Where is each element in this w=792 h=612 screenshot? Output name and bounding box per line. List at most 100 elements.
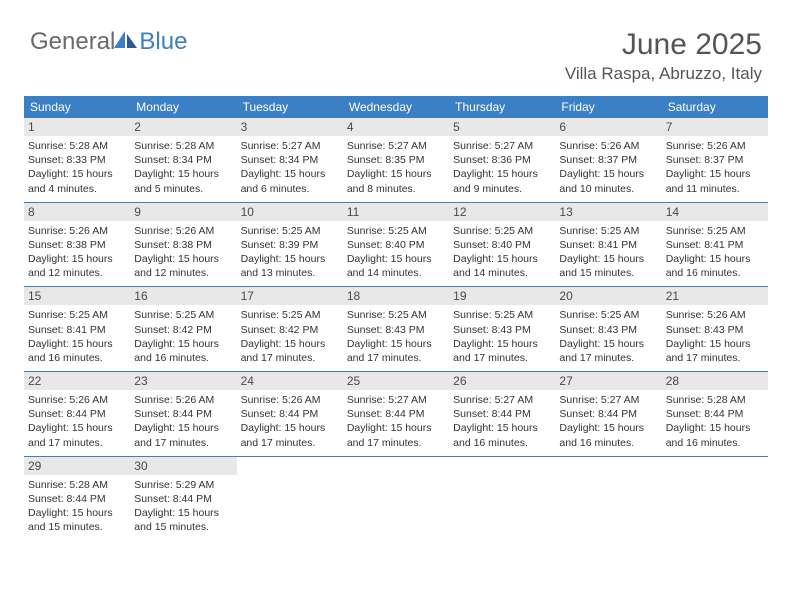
day-number: 25 — [343, 372, 449, 390]
day-detail-text: Sunrise: 5:26 AMSunset: 8:38 PMDaylight:… — [28, 224, 126, 281]
day-number: 15 — [24, 287, 130, 305]
day-number: 16 — [130, 287, 236, 305]
day-detail-text: Sunrise: 5:27 AMSunset: 8:34 PMDaylight:… — [241, 139, 339, 196]
day-cell: 11 Sunrise: 5:25 AMSunset: 8:40 PMDayligh… — [343, 203, 449, 287]
day-number: 19 — [449, 287, 555, 305]
logo: General Blue — [30, 28, 187, 56]
day-cell: 12 Sunrise: 5:25 AMSunset: 8:40 PMDayligh… — [449, 203, 555, 287]
day-detail-text: Sunrise: 5:26 AMSunset: 8:38 PMDaylight:… — [134, 224, 232, 281]
day-cell: 16Sunrise: 5:25 AMSunset: 8:42 PMDayligh… — [130, 287, 236, 371]
day-number: 17 — [237, 287, 343, 305]
day-number: 14 — [662, 203, 768, 221]
day-detail-text: Sunrise: 5:29 AMSunset: 8:44 PMDaylight:… — [134, 478, 232, 535]
day-cell: 17 Sunrise: 5:25 AMSunset: 8:42 PMDayligh… — [237, 287, 343, 371]
day-detail-text: Sunrise: 5:26 AMSunset: 8:44 PMDaylight:… — [134, 393, 232, 450]
day-cell: 22Sunrise: 5:26 AMSunset: 8:44 PMDayligh… — [24, 372, 130, 456]
day-detail-text: Sunrise: 5:25 AMSunset: 8:40 PMDaylight:… — [453, 224, 551, 281]
day-cell: 13 Sunrise: 5:25 AMSunset: 8:41 PMDayligh… — [555, 203, 661, 287]
day-number: 3 — [237, 118, 343, 136]
day-number: 13 — [555, 203, 661, 221]
day-cell: 1Sunrise: 5:28 AMSunset: 8:33 PMDaylight… — [24, 118, 130, 202]
day-cell: 4Sunrise: 5:27 AMSunset: 8:35 PMDaylight… — [343, 118, 449, 202]
day-cell: 18Sunrise: 5:25 AMSunset: 8:43 PMDayligh… — [343, 287, 449, 371]
day-cell: 27Sunrise: 5:27 AMSunset: 8:44 PMDayligh… — [555, 372, 661, 456]
day-number: 7 — [662, 118, 768, 136]
day-number: 20 — [555, 287, 661, 305]
day-cell: 30Sunrise: 5:29 AMSunset: 8:44 PMDayligh… — [130, 457, 236, 541]
day-detail-text: Sunrise: 5:26 AMSunset: 8:37 PMDaylight:… — [666, 139, 764, 196]
weekday-label: Thursday — [449, 96, 555, 118]
day-detail-text: Sunrise: 5:25 AMSunset: 8:43 PMDaylight:… — [559, 308, 657, 365]
day-detail-text: Sunrise: 5:25 AMSunset: 8:41 PMDaylight:… — [666, 224, 764, 281]
day-cell: 2 Sunrise: 5:28 AMSunset: 8:34 PMDaylight… — [130, 118, 236, 202]
day-number: 29 — [24, 457, 130, 475]
day-number: 26 — [449, 372, 555, 390]
day-number: 2 — [130, 118, 236, 136]
day-detail-text: Sunrise: 5:26 AMSunset: 8:44 PMDaylight:… — [28, 393, 126, 450]
weekday-label: Friday — [555, 96, 661, 118]
day-number: 27 — [555, 372, 661, 390]
location-subtitle: Villa Raspa, Abruzzo, Italy — [565, 64, 762, 84]
day-detail-text: Sunrise: 5:27 AMSunset: 8:44 PMDaylight:… — [453, 393, 551, 450]
day-number: 8 — [24, 203, 130, 221]
day-detail-text: Sunrise: 5:25 AMSunset: 8:40 PMDaylight:… — [347, 224, 445, 281]
weekday-header-row: SundayMondayTuesdayWednesdayThursdayFrid… — [24, 96, 768, 118]
logo-sail-icon — [114, 31, 138, 54]
day-number: 5 — [449, 118, 555, 136]
weekday-label: Sunday — [24, 96, 130, 118]
weekday-label: Saturday — [662, 96, 768, 118]
day-detail-text: Sunrise: 5:26 AMSunset: 8:43 PMDaylight:… — [666, 308, 764, 365]
day-number: 21 — [662, 287, 768, 305]
day-number: 28 — [662, 372, 768, 390]
day-detail-text: Sunrise: 5:26 AMSunset: 8:37 PMDaylight:… — [559, 139, 657, 196]
day-detail-text: Sunrise: 5:27 AMSunset: 8:36 PMDaylight:… — [453, 139, 551, 196]
day-number: 10 — [237, 203, 343, 221]
day-detail-text: Sunrise: 5:25 AMSunset: 8:41 PMDaylight:… — [559, 224, 657, 281]
day-number: 23 — [130, 372, 236, 390]
day-cell: 25Sunrise: 5:27 AMSunset: 8:44 PMDayligh… — [343, 372, 449, 456]
header: General Blue June 2025 Villa Raspa, Abru… — [0, 0, 792, 90]
empty-cell — [449, 457, 555, 541]
day-number: 12 — [449, 203, 555, 221]
day-detail-text: Sunrise: 5:28 AMSunset: 8:34 PMDaylight:… — [134, 139, 232, 196]
weekday-label: Wednesday — [343, 96, 449, 118]
week-row: 15 Sunrise: 5:25 AMSunset: 8:41 PMDayligh… — [24, 287, 768, 372]
logo-text-blue: Blue — [139, 28, 187, 56]
week-row: 8Sunrise: 5:26 AMSunset: 8:38 PMDaylight… — [24, 203, 768, 288]
empty-cell — [555, 457, 661, 541]
week-row: 29 Sunrise: 5:28 AMSunset: 8:44 PMDayligh… — [24, 457, 768, 541]
day-cell: 10 Sunrise: 5:25 AMSunset: 8:39 PMDayligh… — [237, 203, 343, 287]
day-number: 4 — [343, 118, 449, 136]
day-detail-text: Sunrise: 5:25 AMSunset: 8:39 PMDaylight:… — [241, 224, 339, 281]
day-cell: 9 Sunrise: 5:26 AMSunset: 8:38 PMDaylight… — [130, 203, 236, 287]
day-number: 11 — [343, 203, 449, 221]
weekday-label: Tuesday — [237, 96, 343, 118]
title-area: June 2025 Villa Raspa, Abruzzo, Italy — [565, 28, 762, 84]
day-cell: 23 Sunrise: 5:26 AMSunset: 8:44 PMDayligh… — [130, 372, 236, 456]
week-row: 1Sunrise: 5:28 AMSunset: 8:33 PMDaylight… — [24, 118, 768, 203]
day-cell: 8 Sunrise: 5:26 AMSunset: 8:38 PMDaylight… — [24, 203, 130, 287]
day-cell: 24Sunrise: 5:26 AMSunset: 8:44 PMDayligh… — [237, 372, 343, 456]
day-cell: 15 Sunrise: 5:25 AMSunset: 8:41 PMDayligh… — [24, 287, 130, 371]
day-cell: 26 Sunrise: 5:27 AMSunset: 8:44 PMDayligh… — [449, 372, 555, 456]
day-detail-text: Sunrise: 5:25 AMSunset: 8:41 PMDaylight:… — [28, 308, 126, 365]
day-detail-text: Sunrise: 5:28 AMSunset: 8:44 PMDaylight:… — [666, 393, 764, 450]
day-cell: 3 Sunrise: 5:27 AMSunset: 8:34 PMDaylight… — [237, 118, 343, 202]
day-cell: 5 Sunrise: 5:27 AMSunset: 8:36 PMDaylight… — [449, 118, 555, 202]
day-cell: 21 Sunrise: 5:26 AMSunset: 8:43 PMDayligh… — [662, 287, 768, 371]
day-number: 9 — [130, 203, 236, 221]
empty-cell — [343, 457, 449, 541]
day-cell: 20 Sunrise: 5:25 AMSunset: 8:43 PMDayligh… — [555, 287, 661, 371]
calendar: SundayMondayTuesdayWednesdayThursdayFrid… — [0, 96, 792, 540]
day-number: 6 — [555, 118, 661, 136]
day-detail-text: Sunrise: 5:28 AMSunset: 8:44 PMDaylight:… — [28, 478, 126, 535]
day-cell: 6 Sunrise: 5:26 AMSunset: 8:37 PMDaylight… — [555, 118, 661, 202]
day-cell: 14 Sunrise: 5:25 AMSunset: 8:41 PMDayligh… — [662, 203, 768, 287]
empty-cell — [662, 457, 768, 541]
empty-cell — [237, 457, 343, 541]
day-detail-text: Sunrise: 5:25 AMSunset: 8:43 PMDaylight:… — [453, 308, 551, 365]
day-detail-text: Sunrise: 5:25 AMSunset: 8:43 PMDaylight:… — [347, 308, 445, 365]
day-detail-text: Sunrise: 5:25 AMSunset: 8:42 PMDaylight:… — [241, 308, 339, 365]
day-cell: 7 Sunrise: 5:26 AMSunset: 8:37 PMDaylight… — [662, 118, 768, 202]
day-number: 1 — [24, 118, 130, 136]
